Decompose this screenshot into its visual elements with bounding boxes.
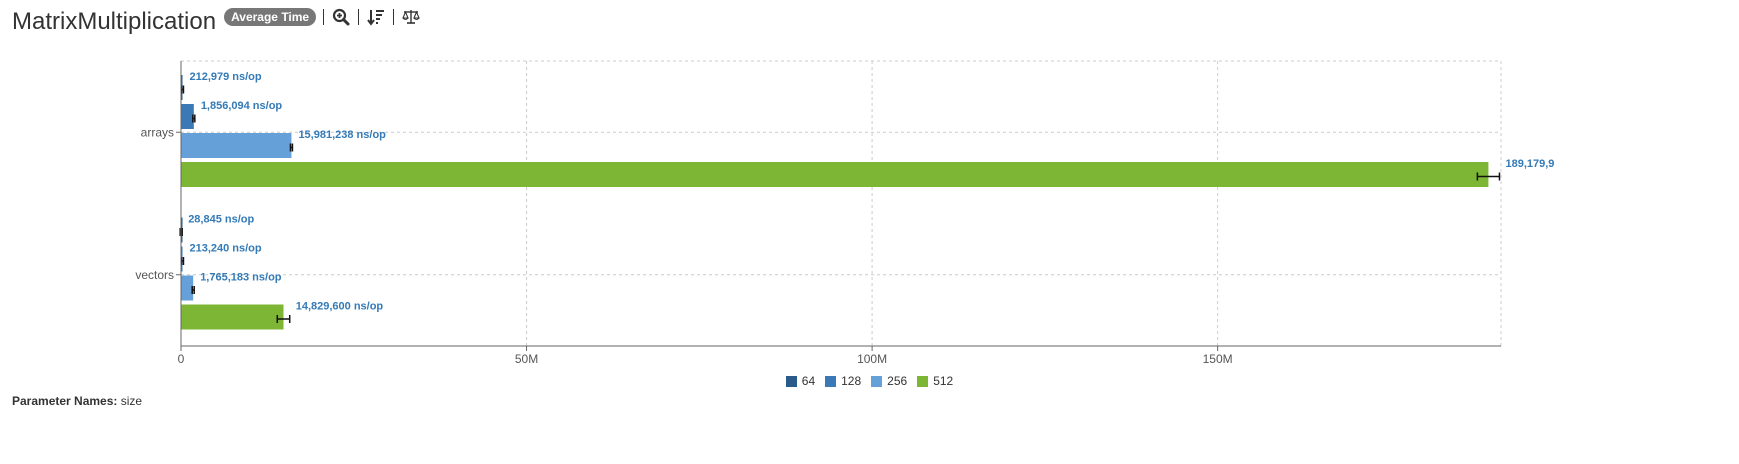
legend-swatch (785, 375, 797, 387)
legend-swatch (825, 375, 837, 387)
legend-label: 256 (887, 374, 908, 388)
zoom-in-icon[interactable] (331, 7, 351, 27)
chart-header: MatrixMultiplication Average Time (12, 6, 421, 38)
bar (181, 162, 1489, 187)
x-tick-label: 50M (515, 352, 538, 366)
chart-bars (179, 75, 1501, 330)
data-label: 28,845 ns/op (188, 214, 254, 226)
scale-icon[interactable] (401, 7, 421, 27)
parameter-names: Parameter Names: size (12, 394, 142, 408)
bar (181, 275, 194, 301)
chart-grid (181, 60, 1502, 346)
data-label: 14,829,600 ns/op (296, 301, 384, 313)
data-label: 1,856,094 ns/op (201, 100, 283, 112)
data-label: 213,240 ns/op (189, 243, 261, 255)
data-label: 15,981,238 ns/op (298, 129, 386, 141)
legend-item[interactable]: 512 (917, 374, 953, 388)
x-tick-label: 0 (178, 352, 185, 366)
chart-legend: 64 128 256 512 (0, 374, 1739, 388)
toolbar-divider (323, 9, 325, 25)
chart-labels: 212,979 ns/op 1,856,094 ns/op 15,981,238 n… (188, 71, 1554, 313)
legend-label: 512 (933, 374, 954, 388)
legend-item[interactable]: 256 (871, 374, 907, 388)
params-value: size (120, 394, 143, 408)
category-label: arrays (141, 125, 174, 139)
bar (181, 133, 292, 158)
toolbar-divider (358, 9, 360, 25)
legend-swatch (917, 375, 929, 387)
x-tick-label: 100M (857, 352, 887, 366)
data-label: 1,765,183 ns/op (200, 272, 282, 284)
data-label: 189,179,9 (1505, 158, 1554, 170)
metric-badge[interactable]: Average Time (224, 8, 317, 26)
bar-chart: 0 50M 100M 150M arrays vectors 212,979 ns/op 1… (135, 60, 1554, 366)
category-label: vectors (135, 268, 174, 282)
params-label: Parameter Names: (12, 394, 118, 408)
legend-label: 128 (841, 374, 862, 388)
toolbar-divider (393, 9, 395, 25)
data-label: 212,979 ns/op (189, 71, 261, 83)
legend-label: 64 (801, 374, 816, 388)
bar (181, 304, 284, 330)
legend-item[interactable]: 64 (785, 374, 816, 388)
page-title: MatrixMultiplication (12, 8, 217, 35)
legend-item[interactable]: 128 (825, 374, 861, 388)
sort-icon[interactable] (366, 7, 386, 27)
chart-axes: 0 50M 100M 150M arrays vectors (135, 61, 1501, 366)
x-tick-label: 150M (1203, 352, 1233, 366)
legend-swatch (871, 375, 883, 387)
bar (181, 104, 194, 129)
